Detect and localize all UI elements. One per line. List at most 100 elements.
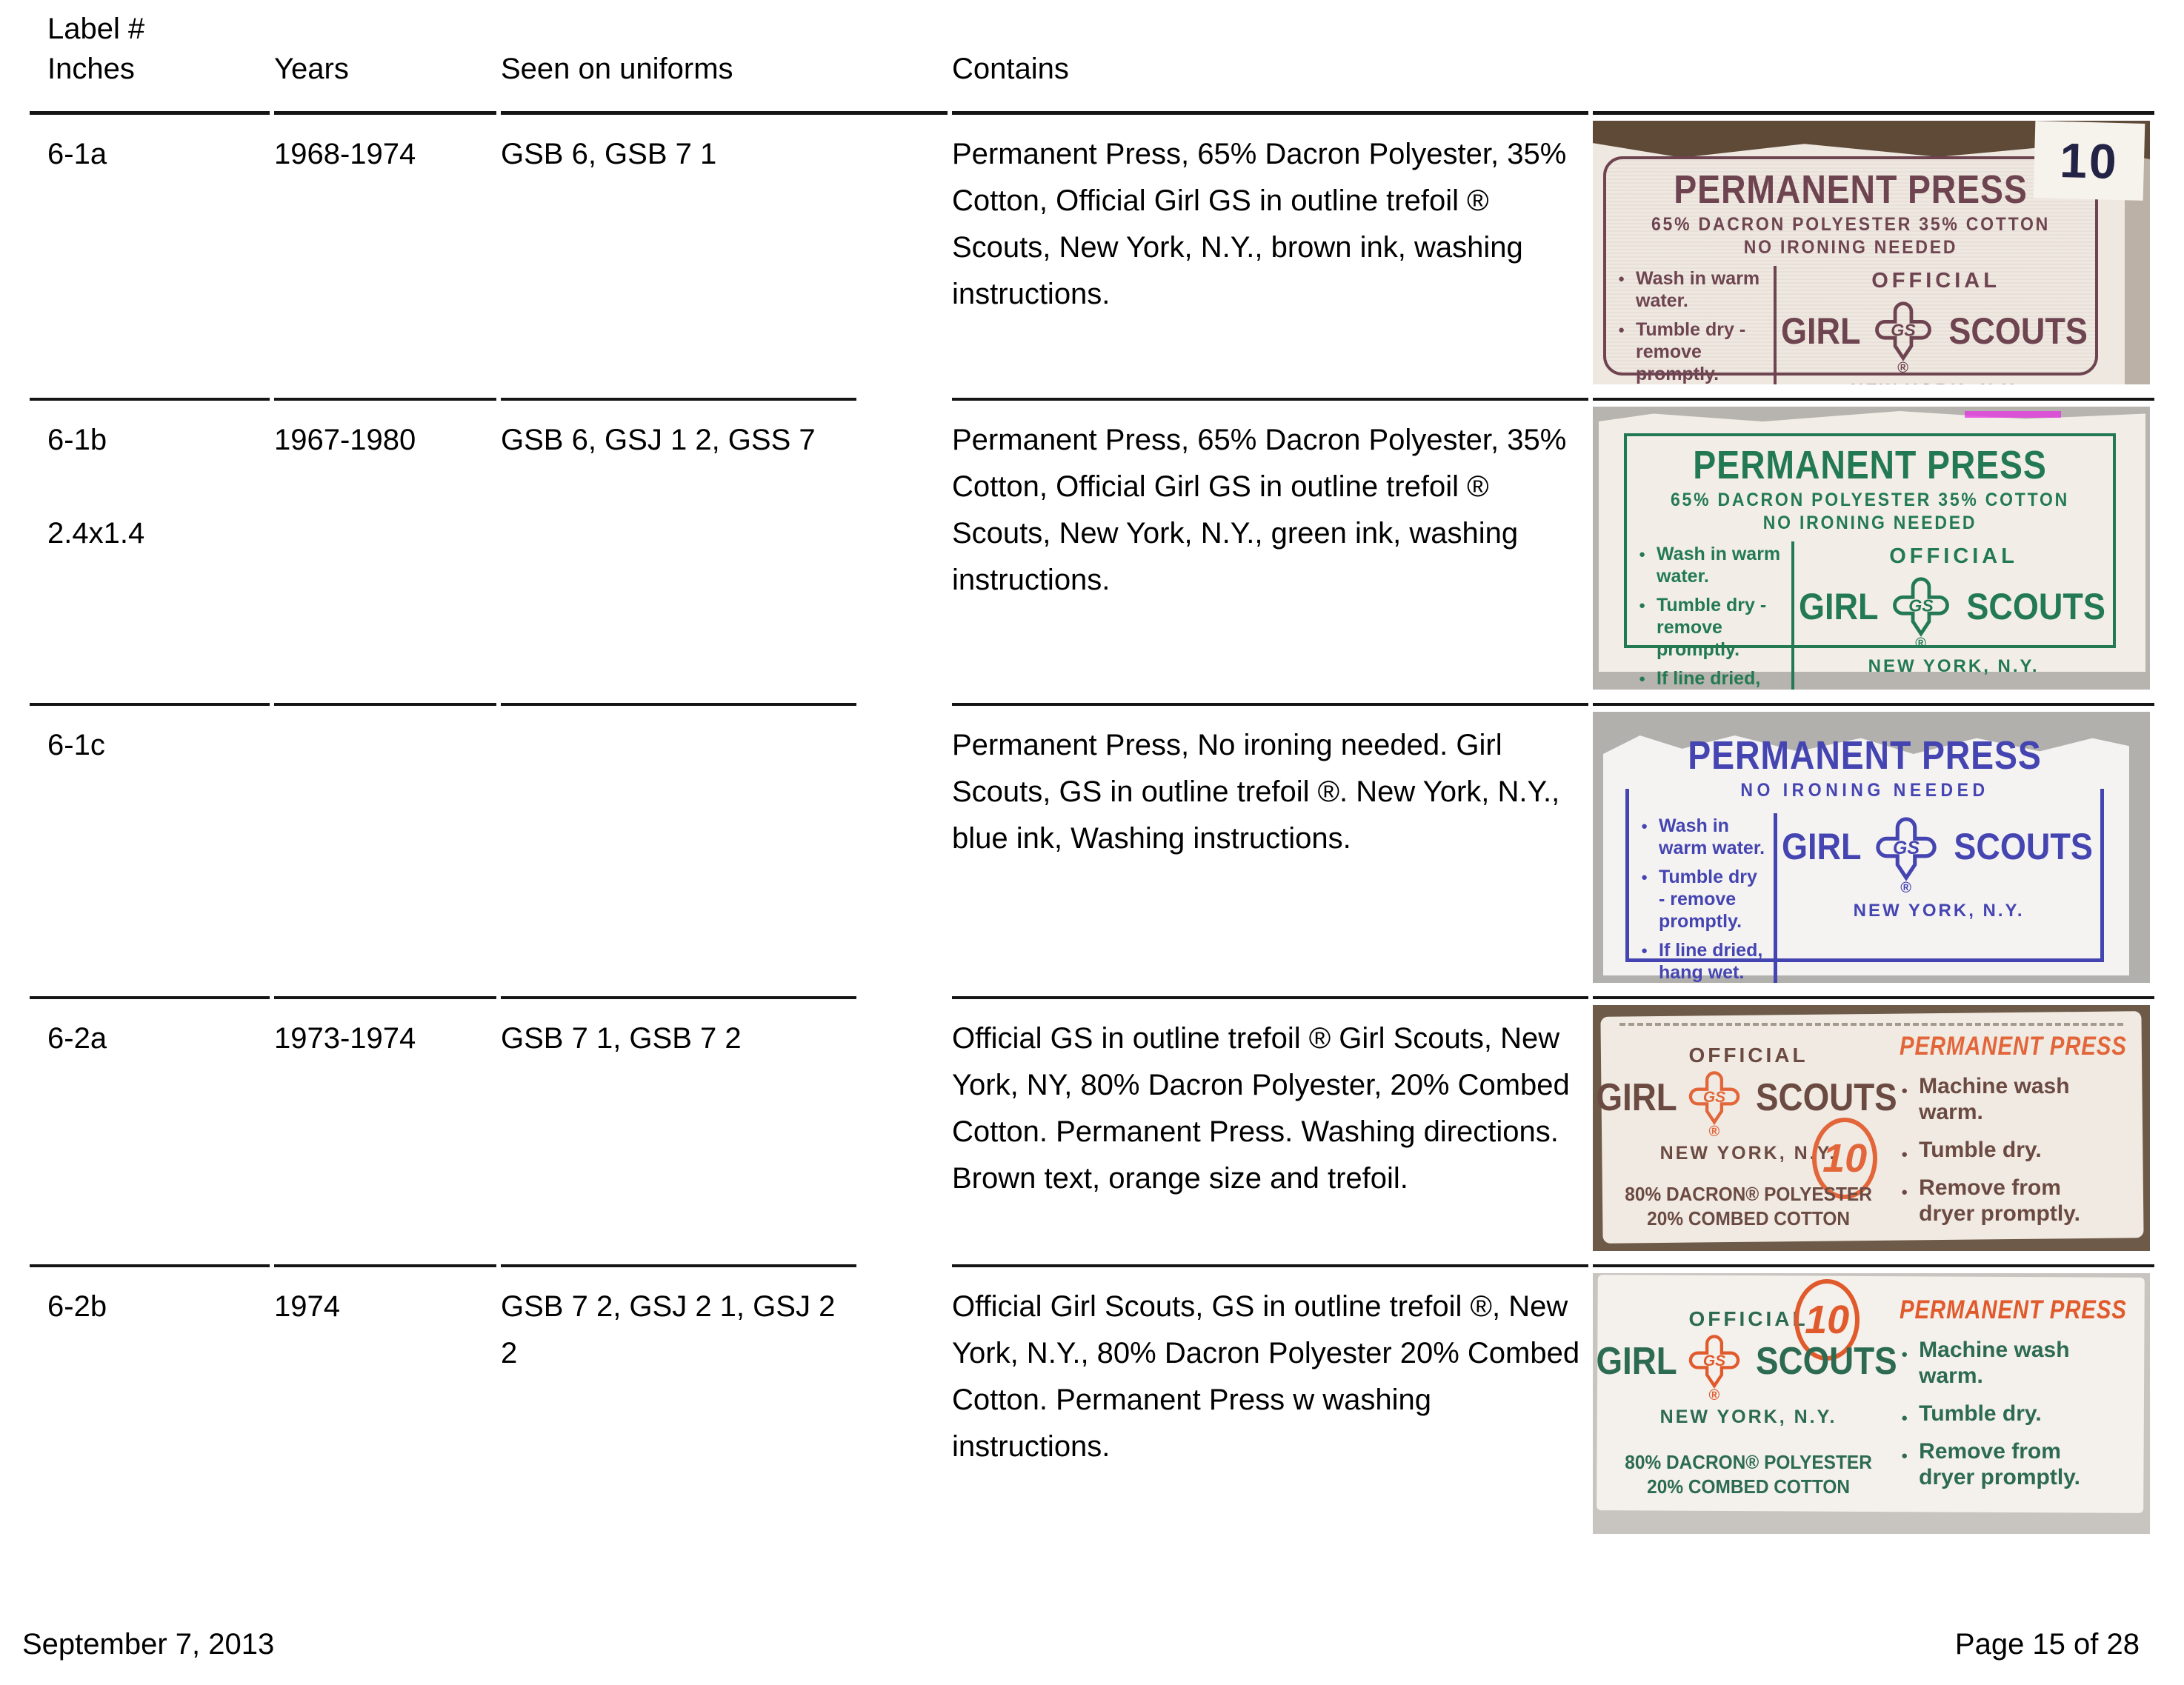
- stitching: [1619, 1023, 2123, 1026]
- gs-trefoil-icon: GS: [1876, 817, 1937, 881]
- instruction-item: Wash in warm water.: [1618, 267, 1768, 312]
- label-columns: Wash in warm water. Tumble dry - remove …: [1627, 541, 2113, 690]
- city-text: NEW YORK, N.Y.: [1853, 901, 2025, 921]
- woven-label: OFFICIAL GIRL GS ® SCO: [1596, 1030, 2137, 1238]
- official-text: OFFICIAL: [1688, 1307, 1808, 1330]
- registered-mark: ®: [1900, 880, 1912, 896]
- washing-instructions: Wash in warm water. Tumble dry - remove …: [1629, 813, 1778, 983]
- gs-trefoil-block: GS ®: [1687, 1332, 1742, 1404]
- table-row: 6-1c Permanent Press, No ironing needed.…: [30, 706, 2154, 999]
- cell-years: 1973-1974: [274, 999, 496, 1267]
- size-tab: 10: [2033, 121, 2145, 201]
- svg-text:GS: GS: [1908, 595, 1934, 615]
- cell-seen-on-uniforms: GSB 6, GSB 7 1: [501, 115, 856, 401]
- woven-label: PERMANENT PRESS 65% DACRON POLYESTER 35%…: [1603, 156, 2098, 384]
- table-row: 6-2b 1974 GSB 7 2, GSJ 2 1, GSJ 2 2 Offi…: [30, 1267, 2154, 1547]
- cell-label-photo: PERMANENT PRESS 65% DACRON POLYESTER 35%…: [1593, 401, 2154, 706]
- label-no-ironing: NO IRONING NEEDED: [1743, 237, 1958, 258]
- city-text: NEW YORK, N.Y.: [1659, 1143, 1837, 1164]
- official-text: OFFICIAL: [1889, 544, 2018, 568]
- cell-label-number: 6-2b: [47, 1290, 107, 1323]
- gs-trefoil-block: GS ®: [1873, 299, 1934, 376]
- instruction-item: Machine wash warm.: [1900, 1337, 2122, 1389]
- care-block: PERMANENT PRESS Machine wash warm. Tumbl…: [1885, 1030, 2150, 1238]
- scouts-text: SCOUTS: [1755, 1340, 1897, 1383]
- registered-mark: ®: [1708, 1387, 1720, 1404]
- table-header-row: Label # Inches Years Seen on uniforms Co…: [30, 9, 2154, 115]
- cell-seen-on-uniforms: GSB 6, GSJ 1 2, GSS 7: [501, 401, 856, 706]
- instruction-item: Tumble dry - remove promptly.: [1641, 866, 1768, 932]
- footer-date: September 7, 2013: [22, 1628, 275, 1661]
- registered-mark: ®: [1708, 1124, 1720, 1140]
- instruction-item: If line dried, hang wet.: [1639, 667, 1785, 690]
- label-columns: Wash in warm water. Tumble dry - remove …: [1629, 813, 2100, 983]
- gs-trefoil-block: GS ®: [1874, 815, 1939, 895]
- cell-seen-on-uniforms: GSB 7 2, GSJ 2 1, GSJ 2 2: [501, 1290, 836, 1369]
- header-image-column: [1593, 9, 2154, 115]
- label-title: PERMANENT PRESS: [1688, 733, 2042, 778]
- scouts-text: SCOUTS: [1954, 826, 2093, 867]
- gs-trefoil-icon: GS: [1688, 1335, 1740, 1389]
- cell-years: 1967-1980: [274, 401, 496, 706]
- label-brand-block: GIRL GS ® SCOUTS: [1777, 813, 2100, 983]
- label-inches: 2.4x1.4: [47, 517, 145, 550]
- svg-text:GS: GS: [1703, 1352, 1725, 1369]
- label-photo-6-1b: PERMANENT PRESS 65% DACRON POLYESTER 35%…: [1593, 407, 2150, 690]
- scouts-text: SCOUTS: [1966, 586, 2105, 627]
- woven-label: 10 OFFICIAL GIRL GS ®: [1596, 1279, 2137, 1521]
- header-seen-on-uniforms: Seen on uniforms: [501, 9, 948, 115]
- permanent-press-text: PERMANENT PRESS: [1900, 1032, 2127, 1061]
- cell-seen-on-uniforms: [501, 706, 856, 999]
- girl-scouts-row: GIRL GS ® SCOUTS: [1596, 1069, 1897, 1140]
- instruction-item: Wash in warm water.: [1641, 815, 1768, 859]
- cell-contains: Official GS in outline trefoil ® Girl Sc…: [952, 999, 1588, 1267]
- girl-text: GIRL: [1799, 586, 1879, 627]
- cell-label-photo: 10 OFFICIAL GIRL GS ®: [1593, 1267, 2154, 1547]
- instruction-item: Tumble dry.: [1900, 1137, 2122, 1167]
- cell-years: 1974: [274, 1290, 340, 1323]
- care-block: PERMANENT PRESS Machine wash warm. Tumbl…: [1885, 1285, 2150, 1521]
- instruction-item: Machine wash warm.: [1900, 1073, 2122, 1125]
- girl-text: GIRL: [1782, 826, 1862, 867]
- girl-text: GIRL: [1781, 310, 1861, 352]
- cell-label-number: 6-1b 2.4x1.4: [30, 401, 270, 706]
- gs-trefoil-block: GS ®: [1687, 1069, 1742, 1140]
- label-brand-block: OFFICIAL GIRL GS ® SCO: [1596, 1030, 1897, 1238]
- girl-text: GIRL: [1596, 1340, 1677, 1383]
- cell-label-photo: OFFICIAL GIRL GS ® SCO: [1593, 999, 2154, 1267]
- header-label-number: Label #: [47, 13, 145, 45]
- label-no-ironing: NO IRONING NEEDED: [1762, 513, 1977, 533]
- girl-text: GIRL: [1596, 1076, 1677, 1119]
- scouts-text: SCOUTS: [1948, 310, 2088, 352]
- girl-scouts-row: GIRL GS ® SCOUTS: [1794, 575, 2113, 651]
- label-no-ironing: NO IRONING NEEDED: [1740, 780, 1989, 801]
- table-row: 6-2a 1973-1974 GSB 7 1, GSB 7 2 Official…: [30, 999, 2154, 1267]
- cell-label-number: 6-1c: [30, 706, 270, 999]
- label-photo-6-1a: 10 PERMANENT PRESS 65% DACRON POLYESTER …: [1593, 121, 2150, 384]
- woven-label: PERMANENT PRESS 65% DACRON POLYESTER 35%…: [1624, 433, 2116, 690]
- label-title: PERMANENT PRESS: [1674, 167, 2028, 212]
- size-circle: 10: [1794, 1279, 1860, 1361]
- washing-instructions: Wash in warm water. Tumble dry - remove …: [1606, 266, 1777, 384]
- cell-seen-on-uniforms: GSB 7 1, GSB 7 2: [501, 999, 856, 1267]
- city-text: NEW YORK, N.Y.: [1659, 1407, 1837, 1427]
- permanent-press-text: PERMANENT PRESS: [1900, 1295, 2127, 1324]
- cell-label-photo: 10 PERMANENT PRESS 65% DACRON POLYESTER …: [1593, 115, 2154, 401]
- gs-trefoil-icon: GS: [1892, 577, 1949, 637]
- cell-contains: Official Girl Scouts, GS in outline tref…: [952, 1290, 1580, 1463]
- table-row: 6-1b 2.4x1.4 1967-1980 GSB 6, GSJ 1 2, G…: [30, 401, 2154, 706]
- instruction-item: Wash in warm water.: [1639, 543, 1785, 587]
- header-label-inches: Label # Inches: [30, 9, 270, 115]
- label-columns: Wash in warm water. Tumble dry - remove …: [1606, 266, 2095, 384]
- washing-instructions: Machine wash warm. Tumble dry. Remove fr…: [1900, 1073, 2122, 1227]
- footer-page-number: Page 15 of 28: [1954, 1628, 2140, 1661]
- header-years: Years: [274, 9, 496, 115]
- washing-instructions: Machine wash warm. Tumble dry. Remove fr…: [1900, 1337, 2122, 1490]
- label-photo-6-1c: PERMANENT PRESS NO IRONING NEEDED Wash i…: [1593, 712, 2150, 983]
- label-photo-6-2a: OFFICIAL GIRL GS ® SCO: [1593, 1005, 2150, 1251]
- washing-instructions: Wash in warm water. Tumble dry - remove …: [1627, 541, 1795, 690]
- header-contains: Contains: [952, 9, 1588, 115]
- girl-scouts-row: GIRL GS ® SCOUTS: [1596, 1332, 1897, 1404]
- label-number: 6-1b: [47, 424, 107, 456]
